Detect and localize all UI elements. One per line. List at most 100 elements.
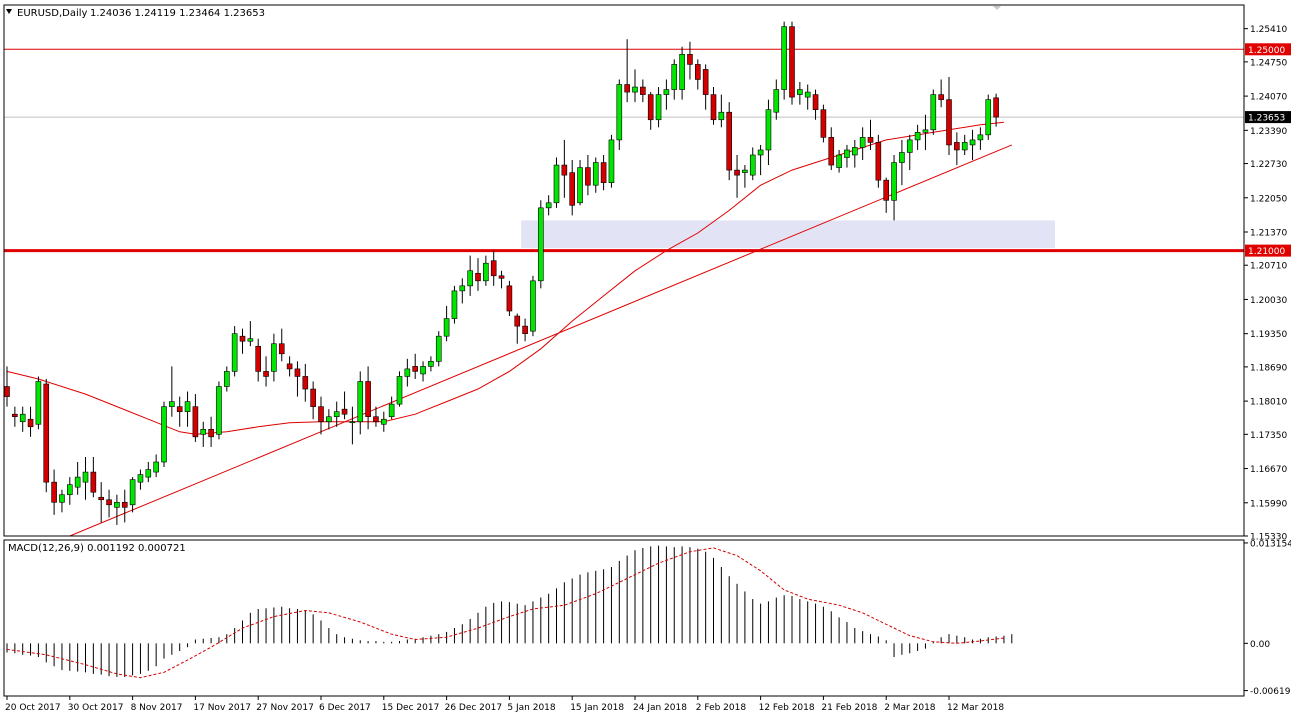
candle bbox=[875, 134, 882, 188]
symbol-dropdown-icon[interactable] bbox=[6, 9, 12, 14]
candle-body-bull bbox=[231, 333, 238, 372]
candle-body-bull bbox=[388, 403, 395, 418]
candle-body-bear bbox=[687, 54, 693, 65]
candle-body-bull bbox=[59, 494, 65, 503]
candle bbox=[475, 258, 481, 291]
candle-body-bull bbox=[742, 169, 748, 173]
time-tick-label: 12 Feb 2018 bbox=[759, 703, 815, 713]
candle bbox=[263, 356, 269, 387]
price-tick-label: 1.18010 bbox=[1250, 398, 1287, 408]
macd-panel-border bbox=[3, 539, 1245, 697]
current-price-tag-bg bbox=[1245, 111, 1291, 124]
candle-body-bull bbox=[859, 137, 866, 148]
price-tick-label: 1.20030 bbox=[1250, 296, 1287, 306]
price-tick-label: 1.22050 bbox=[1250, 194, 1287, 204]
candle-body-bull bbox=[977, 134, 984, 141]
candle bbox=[459, 278, 466, 304]
candle bbox=[98, 482, 104, 523]
time-tick-label: 8 Nov 2017 bbox=[131, 703, 183, 713]
candle bbox=[121, 489, 128, 523]
level-price-tag-bg bbox=[1245, 43, 1291, 56]
candle-body-bull bbox=[797, 89, 803, 95]
candle bbox=[969, 129, 976, 161]
candle bbox=[600, 154, 607, 191]
candle bbox=[380, 411, 387, 432]
level-price-tag: 1.21000 bbox=[1245, 244, 1291, 257]
candle bbox=[663, 79, 670, 110]
candle-body-bull bbox=[679, 54, 685, 90]
candle bbox=[208, 416, 214, 447]
candle bbox=[655, 87, 662, 128]
candle-body-bull bbox=[224, 371, 230, 387]
candle-body-bear bbox=[954, 142, 960, 151]
candle-body-bull bbox=[420, 366, 426, 375]
ohlc-label: 1.24036 1.24119 1.23464 1.23653 bbox=[90, 8, 265, 19]
candle-body-bull bbox=[184, 401, 191, 412]
level-price-tag: 1.25000 bbox=[1245, 43, 1291, 56]
candle-body-bear bbox=[12, 413, 18, 418]
candle bbox=[946, 76, 952, 155]
candle bbox=[19, 406, 26, 432]
candle bbox=[106, 489, 112, 518]
chart-header: EURUSD,Daily 1.24036 1.24119 1.23464 1.2… bbox=[6, 8, 265, 19]
candle-body-bear bbox=[90, 471, 97, 493]
candle bbox=[192, 394, 199, 442]
candle bbox=[333, 401, 340, 427]
candle-body-bull bbox=[161, 406, 167, 463]
candle bbox=[129, 477, 136, 513]
candle bbox=[483, 255, 489, 286]
price-tick-label: 1.17350 bbox=[1250, 431, 1287, 441]
candle bbox=[67, 477, 73, 505]
candle bbox=[781, 21, 787, 100]
candle-body-bull bbox=[129, 479, 136, 506]
candle bbox=[797, 82, 803, 105]
candle-body-bear bbox=[624, 84, 630, 93]
candle-body-bear bbox=[694, 64, 701, 80]
candle-body-bull bbox=[851, 147, 858, 156]
candle-body-bull bbox=[35, 381, 42, 425]
candle-body-bull bbox=[616, 84, 623, 141]
candle bbox=[710, 87, 717, 125]
candle bbox=[883, 177, 890, 213]
candle-body-bull bbox=[773, 89, 780, 113]
symbol-label: EURUSD,Daily bbox=[17, 8, 88, 19]
candle bbox=[906, 134, 913, 171]
candle bbox=[851, 139, 858, 168]
candle bbox=[435, 331, 442, 367]
candle-body-bull bbox=[114, 501, 120, 508]
candle-body-bear bbox=[302, 376, 309, 390]
candle bbox=[899, 139, 905, 186]
candle-body-bear bbox=[43, 383, 50, 483]
time-tick-label: 15 Jan 2018 bbox=[570, 703, 624, 713]
candle bbox=[977, 127, 984, 150]
candle-body-bear bbox=[585, 167, 591, 186]
candle bbox=[985, 94, 992, 140]
candle-body-bear bbox=[506, 285, 513, 312]
candle bbox=[624, 39, 630, 103]
macd-tick-label: 0.00 bbox=[1250, 640, 1270, 650]
candle-body-bull bbox=[82, 471, 89, 483]
candle-body-bull bbox=[718, 111, 725, 121]
candle bbox=[632, 69, 638, 103]
chart-shift-marker-icon[interactable] bbox=[993, 6, 1001, 10]
candle bbox=[35, 376, 42, 430]
price-tick-label: 1.20710 bbox=[1250, 262, 1287, 272]
candle-body-bull bbox=[969, 139, 976, 146]
price-tick-label: 1.15330 bbox=[1250, 533, 1287, 543]
candle-body-bear bbox=[867, 137, 874, 143]
candle bbox=[27, 406, 34, 437]
candle-body-bear bbox=[475, 272, 481, 282]
candle-body-bull bbox=[749, 154, 756, 176]
candle-body-bear bbox=[789, 26, 795, 98]
candle bbox=[286, 356, 293, 377]
time-tick-label: 2 Feb 2018 bbox=[696, 703, 747, 713]
candle bbox=[757, 144, 764, 176]
price-tick-label: 1.24070 bbox=[1250, 93, 1287, 103]
candle-body-bear bbox=[734, 169, 740, 176]
candle-body-bull bbox=[804, 91, 811, 98]
candle bbox=[176, 396, 183, 427]
candle-body-bull bbox=[836, 154, 842, 168]
macd-axis: 0.013154 0.00 -0.00619 bbox=[1244, 539, 1291, 697]
candle bbox=[239, 328, 246, 354]
candle-body-bull bbox=[67, 484, 73, 496]
